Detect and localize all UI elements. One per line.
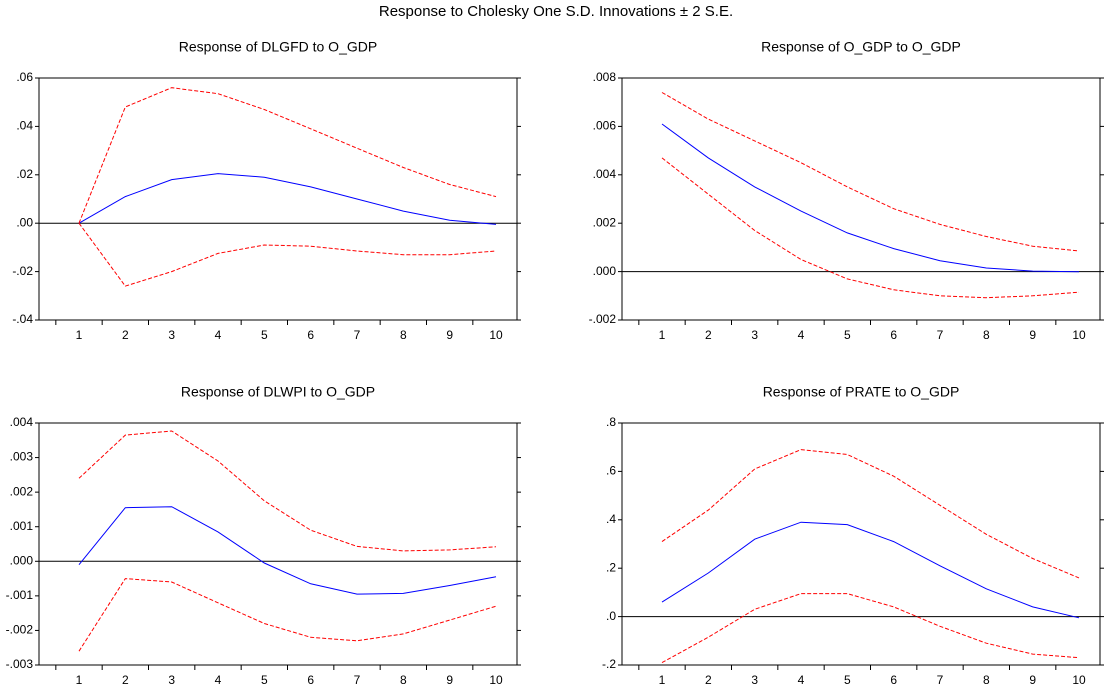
y-tick-label: .000 (593, 264, 617, 278)
x-tick-label: 10 (489, 673, 503, 687)
x-tick-label: 7 (937, 328, 944, 342)
y-tick-label: .006 (593, 119, 617, 133)
series-line (78, 430, 497, 552)
x-tick-label: 9 (1029, 328, 1036, 342)
y-tick-label: .2 (606, 560, 616, 574)
x-tick-label: 9 (446, 328, 453, 342)
y-tick-label: .003 (10, 450, 34, 464)
x-tick-label: 1 (659, 673, 666, 687)
x-tick-label: 2 (122, 328, 129, 342)
y-tick-label: .008 (593, 70, 617, 84)
x-tick-label: 7 (937, 673, 944, 687)
panel-title: Response of DLWPI to O_GDP (181, 384, 375, 400)
x-tick-label: 8 (983, 328, 990, 342)
figure-title: Response to Cholesky One S.D. Innovation… (379, 3, 733, 20)
series-line (661, 593, 1080, 664)
series-line (661, 157, 1080, 299)
x-tick-label: 3 (168, 673, 175, 687)
y-tick-label: .6 (606, 464, 616, 478)
plot-frame (621, 77, 1101, 321)
plot-frame (38, 77, 518, 321)
x-tick-label: 8 (983, 673, 990, 687)
x-tick-label: 10 (1072, 328, 1086, 342)
x-tick-label: 6 (890, 673, 897, 687)
x-tick-label: 4 (215, 673, 222, 687)
series-line (78, 173, 497, 225)
y-tick-label: .04 (16, 119, 33, 133)
x-tick-label: 10 (489, 328, 503, 342)
series-line (78, 578, 497, 652)
x-tick-label: 4 (215, 328, 222, 342)
plot-frame (621, 422, 1101, 666)
x-tick-label: 10 (1072, 673, 1086, 687)
series-line (661, 123, 1080, 273)
y-tick-label: .00 (16, 215, 33, 229)
x-tick-label: 9 (446, 673, 453, 687)
x-tick-label: 1 (76, 673, 83, 687)
x-tick-label: 5 (844, 328, 851, 342)
x-tick-label: 5 (261, 328, 268, 342)
x-tick-label: 6 (307, 328, 314, 342)
y-tick-label: .002 (10, 484, 34, 498)
y-tick-label: -.002 (6, 623, 34, 637)
y-tick-label: .004 (10, 415, 34, 429)
series-line (661, 449, 1080, 579)
y-tick-label: -.2 (602, 657, 616, 671)
plot-frame (38, 422, 518, 666)
series-line (78, 506, 497, 595)
y-tick-label: .004 (593, 167, 617, 181)
x-tick-label: 2 (705, 673, 712, 687)
y-tick-label: .002 (593, 215, 617, 229)
x-tick-label: 4 (798, 673, 805, 687)
x-tick-label: 1 (659, 328, 666, 342)
y-tick-label: -.04 (12, 312, 33, 326)
x-tick-label: 5 (844, 673, 851, 687)
y-tick-label: -.003 (6, 657, 34, 671)
y-tick-label: .000 (10, 553, 34, 567)
y-tick-label: .4 (606, 512, 616, 526)
x-tick-label: 8 (400, 673, 407, 687)
y-tick-label: -.002 (589, 312, 617, 326)
series-line (78, 222, 497, 287)
x-tick-label: 3 (751, 328, 758, 342)
y-tick-label: .8 (606, 415, 616, 429)
x-tick-label: 3 (168, 328, 175, 342)
x-tick-label: 6 (307, 673, 314, 687)
panel-title: Response of DLGFD to O_GDP (179, 39, 377, 55)
x-tick-label: 5 (261, 673, 268, 687)
x-tick-label: 1 (76, 328, 83, 342)
y-tick-label: -.001 (6, 588, 34, 602)
x-tick-label: 2 (122, 673, 129, 687)
y-tick-label: .0 (606, 609, 616, 623)
x-tick-label: 9 (1029, 673, 1036, 687)
series-line (661, 521, 1080, 619)
panel-title: Response of PRATE to O_GDP (763, 384, 960, 400)
y-tick-label: -.02 (12, 264, 33, 278)
x-tick-label: 7 (354, 673, 361, 687)
y-tick-label: .06 (16, 70, 33, 84)
x-tick-label: 6 (890, 328, 897, 342)
x-tick-label: 4 (798, 328, 805, 342)
x-tick-label: 3 (751, 673, 758, 687)
x-tick-label: 8 (400, 328, 407, 342)
x-tick-label: 7 (354, 328, 361, 342)
x-tick-label: 2 (705, 328, 712, 342)
series-line (78, 87, 497, 224)
panel-title: Response of O_GDP to O_GDP (761, 39, 961, 55)
y-tick-label: .02 (16, 167, 33, 181)
y-tick-label: .001 (10, 519, 34, 533)
series-line (661, 92, 1080, 252)
